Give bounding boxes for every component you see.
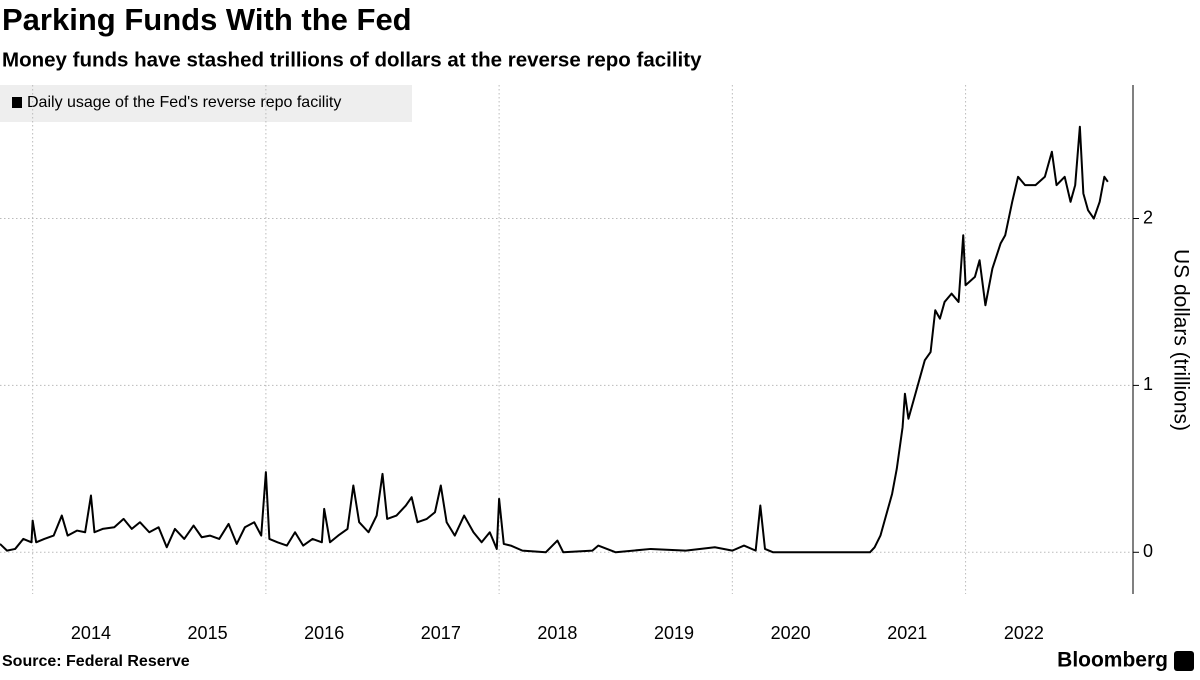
x-tick-label: 2019 [654, 623, 694, 643]
x-tick-label: 2016 [304, 623, 344, 643]
y-tick-label: 0 [1143, 541, 1153, 561]
brand: Bloomberg [1057, 649, 1168, 672]
x-tick-label: 2022 [1004, 623, 1044, 643]
legend-box [0, 85, 412, 122]
x-tick-label: 2014 [71, 623, 111, 643]
y-tick-label: 2 [1143, 207, 1153, 227]
x-tick-label: 2018 [537, 623, 577, 643]
data-line [0, 125, 1109, 554]
source: Source: Federal Reserve [2, 653, 190, 670]
y-axis-title: US dollars (trillions) [1169, 249, 1192, 431]
plot-area: 0 1 2 2014 2015 2016 2017 2018 2019 2020 2021 2022 [0, 85, 1153, 643]
x-tick-label: 2021 [887, 623, 927, 643]
brand-icon [1174, 651, 1194, 671]
legend-swatch [12, 97, 22, 108]
legend-label: Daily usage of the Fed's reverse repo fa… [27, 94, 341, 111]
chart-subtitle: Money funds have stashed trillions of do… [2, 48, 702, 71]
x-tick-label: 2020 [771, 623, 811, 643]
y-tick-label: 1 [1143, 374, 1153, 394]
x-tick-label: 2017 [421, 623, 461, 643]
chart-title: Parking Funds With the Fed [2, 2, 412, 37]
x-tick-label: 2015 [188, 623, 228, 643]
